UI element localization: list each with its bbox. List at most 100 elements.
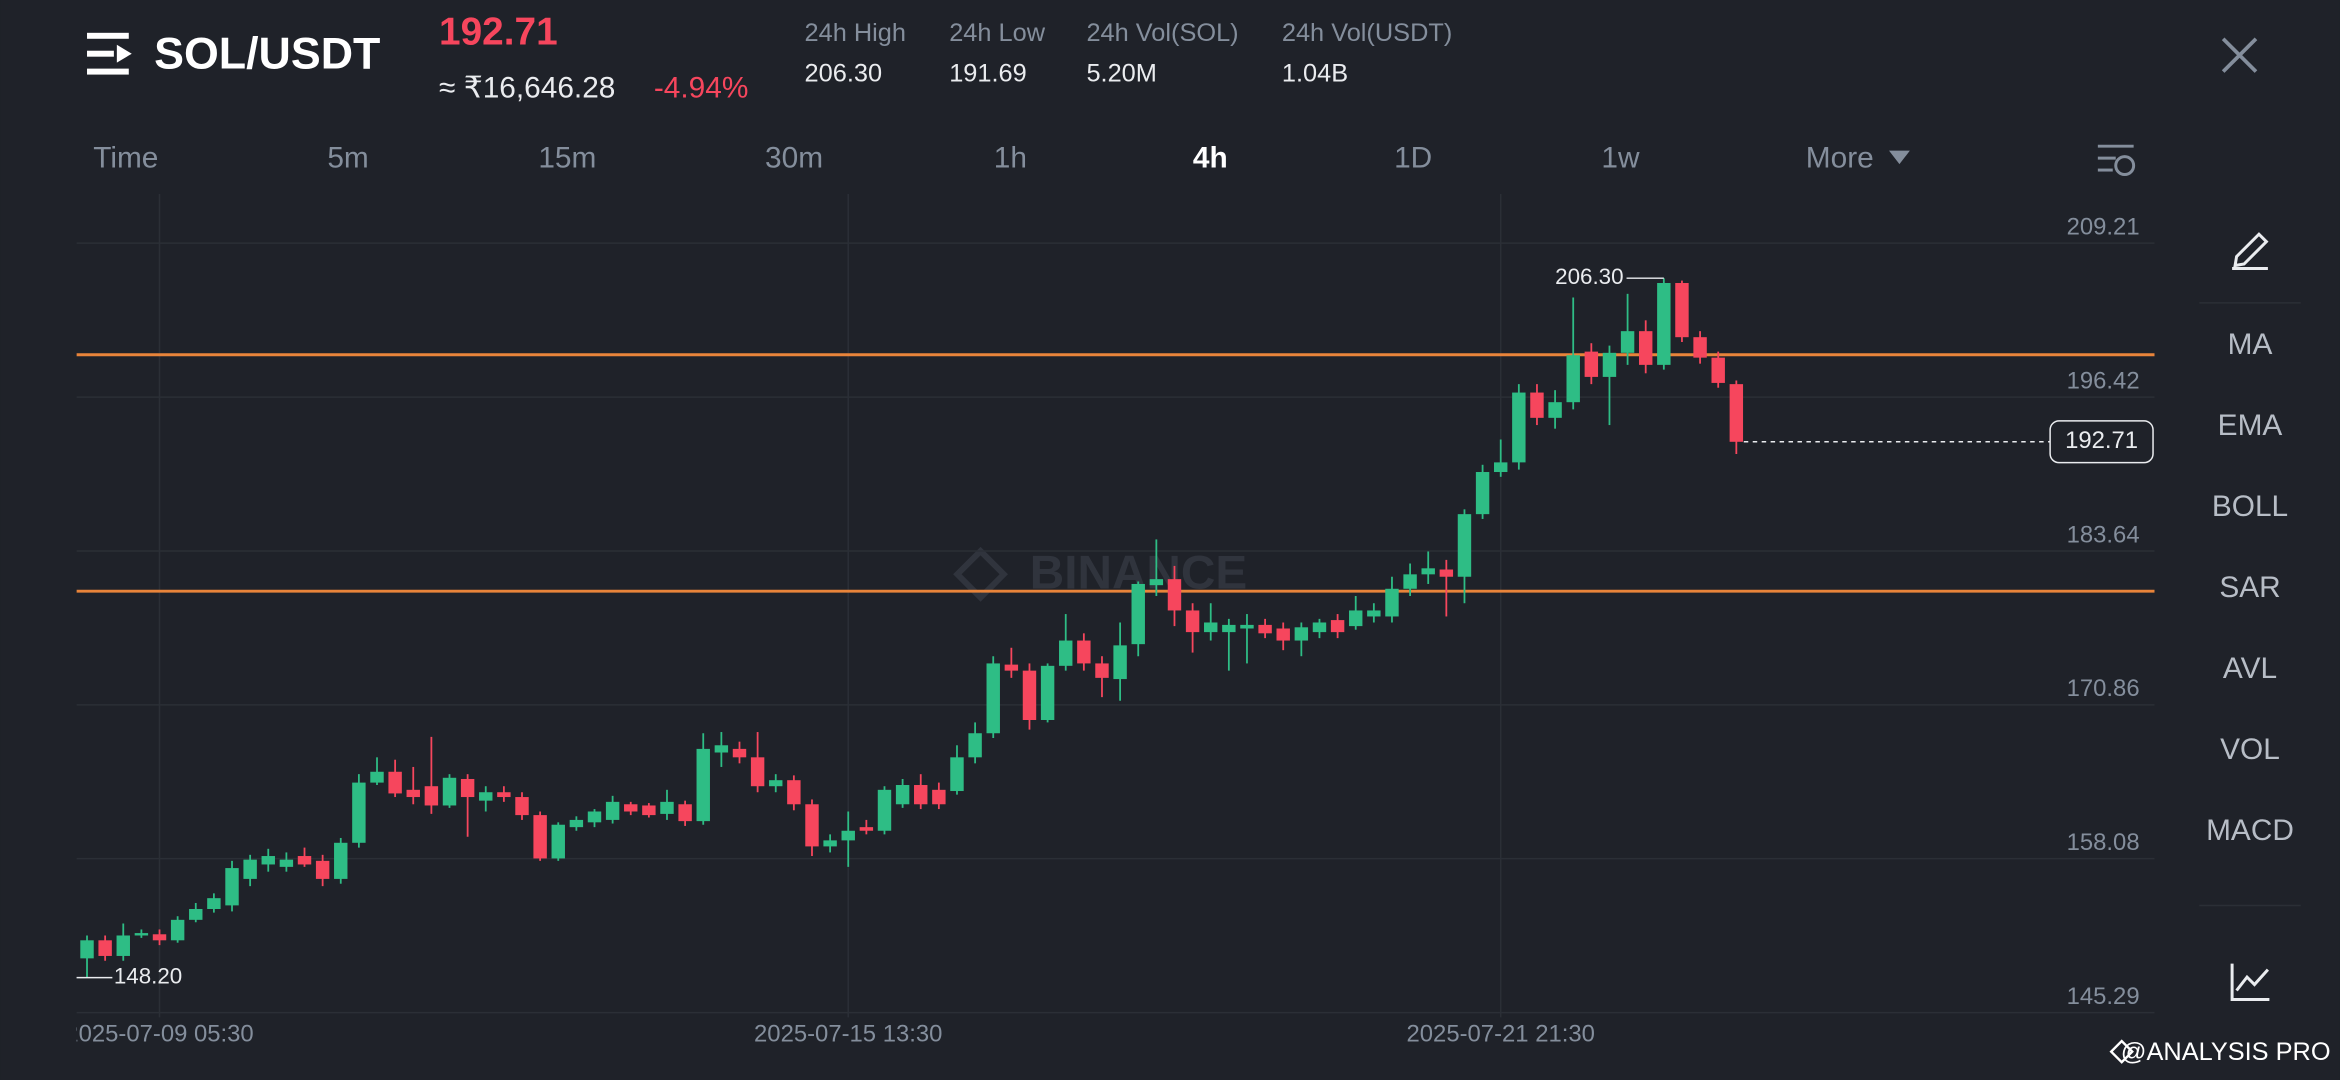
candle-body xyxy=(642,805,656,816)
x-tick-label: 2025-07-15 13:30 xyxy=(754,1021,942,1048)
candle-body xyxy=(1584,351,1599,377)
candle-body xyxy=(1367,610,1381,617)
candle-body xyxy=(551,824,565,859)
candle-body xyxy=(895,785,910,805)
chart-type-icon[interactable] xyxy=(2230,963,2270,1001)
candle-body xyxy=(261,856,275,865)
interval-tab[interactable]: 1D xyxy=(1394,141,1432,174)
interval-tab[interactable]: 15m xyxy=(538,141,596,174)
candle-body xyxy=(1530,392,1544,418)
candle-body xyxy=(1258,624,1272,634)
candle-body xyxy=(1185,610,1200,633)
y-tick-label: 209.21 xyxy=(2067,214,2140,241)
candle-body xyxy=(225,868,239,906)
candle-body xyxy=(207,898,221,910)
stat-label: 24h Low xyxy=(949,19,1046,47)
candle-body xyxy=(932,789,946,805)
candle-body xyxy=(823,840,837,847)
candle-body xyxy=(569,819,584,828)
draw-tool-icon[interactable] xyxy=(2232,232,2269,270)
candle-body xyxy=(1385,588,1399,617)
candle-body xyxy=(533,815,547,859)
candle-body xyxy=(1457,514,1472,577)
candle-body xyxy=(587,811,602,823)
candle-body xyxy=(968,733,982,758)
candle-body xyxy=(1022,670,1037,720)
candle-body xyxy=(1439,569,1454,577)
candle-body xyxy=(1602,352,1617,377)
candle-body xyxy=(605,801,620,820)
y-tick-label: 158.08 xyxy=(2067,829,2140,856)
candle-body xyxy=(134,933,149,936)
candle-body xyxy=(1167,579,1182,611)
candle-body xyxy=(243,859,257,879)
footer: @ANALYSIS PRO xyxy=(2121,1038,2331,1066)
y-tick-label: 170.86 xyxy=(2067,675,2140,702)
candle-body xyxy=(1077,640,1091,664)
candle-body xyxy=(1349,610,1363,627)
candle-body xyxy=(1276,628,1290,641)
indicator-button[interactable]: MA xyxy=(2228,328,2273,361)
candle-body xyxy=(170,919,185,941)
candle-body xyxy=(334,842,348,879)
candle-body xyxy=(1638,331,1653,365)
interval-tab[interactable]: More xyxy=(1806,141,1874,174)
settings-icon[interactable] xyxy=(2097,144,2136,177)
x-tick-label: 2025-07-09 05:30 xyxy=(65,1021,253,1048)
indicator-button[interactable]: SAR xyxy=(2219,571,2280,604)
candle-body xyxy=(696,748,710,822)
candle-body xyxy=(1131,583,1145,645)
menu-icon[interactable] xyxy=(87,32,132,75)
candle-body xyxy=(1711,357,1725,383)
candle-body xyxy=(986,663,1000,734)
last-price-box xyxy=(2049,420,2154,464)
candle-body xyxy=(1149,579,1164,586)
candle-body xyxy=(1113,645,1127,680)
interval-tab[interactable]: 5m xyxy=(327,141,368,174)
price: 192.71 xyxy=(439,11,558,54)
indicator-button[interactable]: AVL xyxy=(2223,652,2277,685)
symbol: SOL/USDT xyxy=(154,29,380,79)
candle-body xyxy=(914,785,928,805)
candle-body xyxy=(714,745,729,753)
candle-body xyxy=(352,782,366,843)
candle-body xyxy=(950,757,964,792)
candle-body xyxy=(750,757,765,787)
candle-body xyxy=(624,804,638,812)
candle-body xyxy=(1240,624,1254,629)
candle-body xyxy=(1475,472,1490,515)
candle-body xyxy=(1004,664,1019,671)
candle-body xyxy=(1330,620,1345,633)
candle-body xyxy=(1040,665,1055,720)
stat-label: 24h Vol(USDT) xyxy=(1282,19,1452,47)
interval-tab[interactable]: 1h xyxy=(994,141,1027,174)
interval-tab[interactable]: Time xyxy=(93,141,158,174)
min-label: 148.20 xyxy=(114,964,182,989)
footer-logo xyxy=(2109,1039,2134,1064)
indicator-button[interactable]: MACD xyxy=(2206,814,2294,847)
indicator-button[interactable]: EMA xyxy=(2218,409,2283,442)
candle-body xyxy=(678,804,692,822)
dropdown-arrow[interactable] xyxy=(1889,150,1910,165)
last-price-label: 192.71 xyxy=(2065,427,2138,454)
indicator-button[interactable]: VOL xyxy=(2220,733,2280,766)
candle-body xyxy=(660,801,674,814)
close-button[interactable] xyxy=(2221,37,2258,73)
indicator-button[interactable]: BOLL xyxy=(2212,490,2288,523)
candle-body xyxy=(315,860,330,879)
interval-tab[interactable]: 4h xyxy=(1193,141,1228,174)
local-price: ≈ ₹16,646.28 xyxy=(439,71,615,104)
stat-value: 206.30 xyxy=(805,59,883,87)
candle-body xyxy=(1657,283,1671,365)
candle-body xyxy=(515,797,529,816)
candle-body xyxy=(460,778,475,798)
change: -4.94% xyxy=(654,71,749,104)
candle-body xyxy=(1059,640,1073,666)
interval-tab[interactable]: 1w xyxy=(1601,141,1640,174)
interval-tab[interactable]: 30m xyxy=(765,141,823,174)
candle-body xyxy=(388,771,402,794)
stat-value: 5.20M xyxy=(1086,59,1156,87)
candle-body xyxy=(424,786,439,806)
